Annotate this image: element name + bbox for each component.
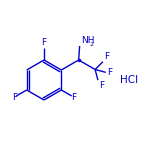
Text: F: F	[104, 52, 109, 61]
Text: F: F	[41, 38, 47, 47]
Text: 2: 2	[89, 43, 93, 47]
Text: F: F	[71, 93, 76, 102]
Text: NH: NH	[81, 36, 94, 45]
Text: F: F	[99, 81, 104, 90]
Text: HCl: HCl	[120, 75, 138, 85]
Text: F: F	[12, 93, 17, 102]
Text: F: F	[107, 68, 112, 77]
